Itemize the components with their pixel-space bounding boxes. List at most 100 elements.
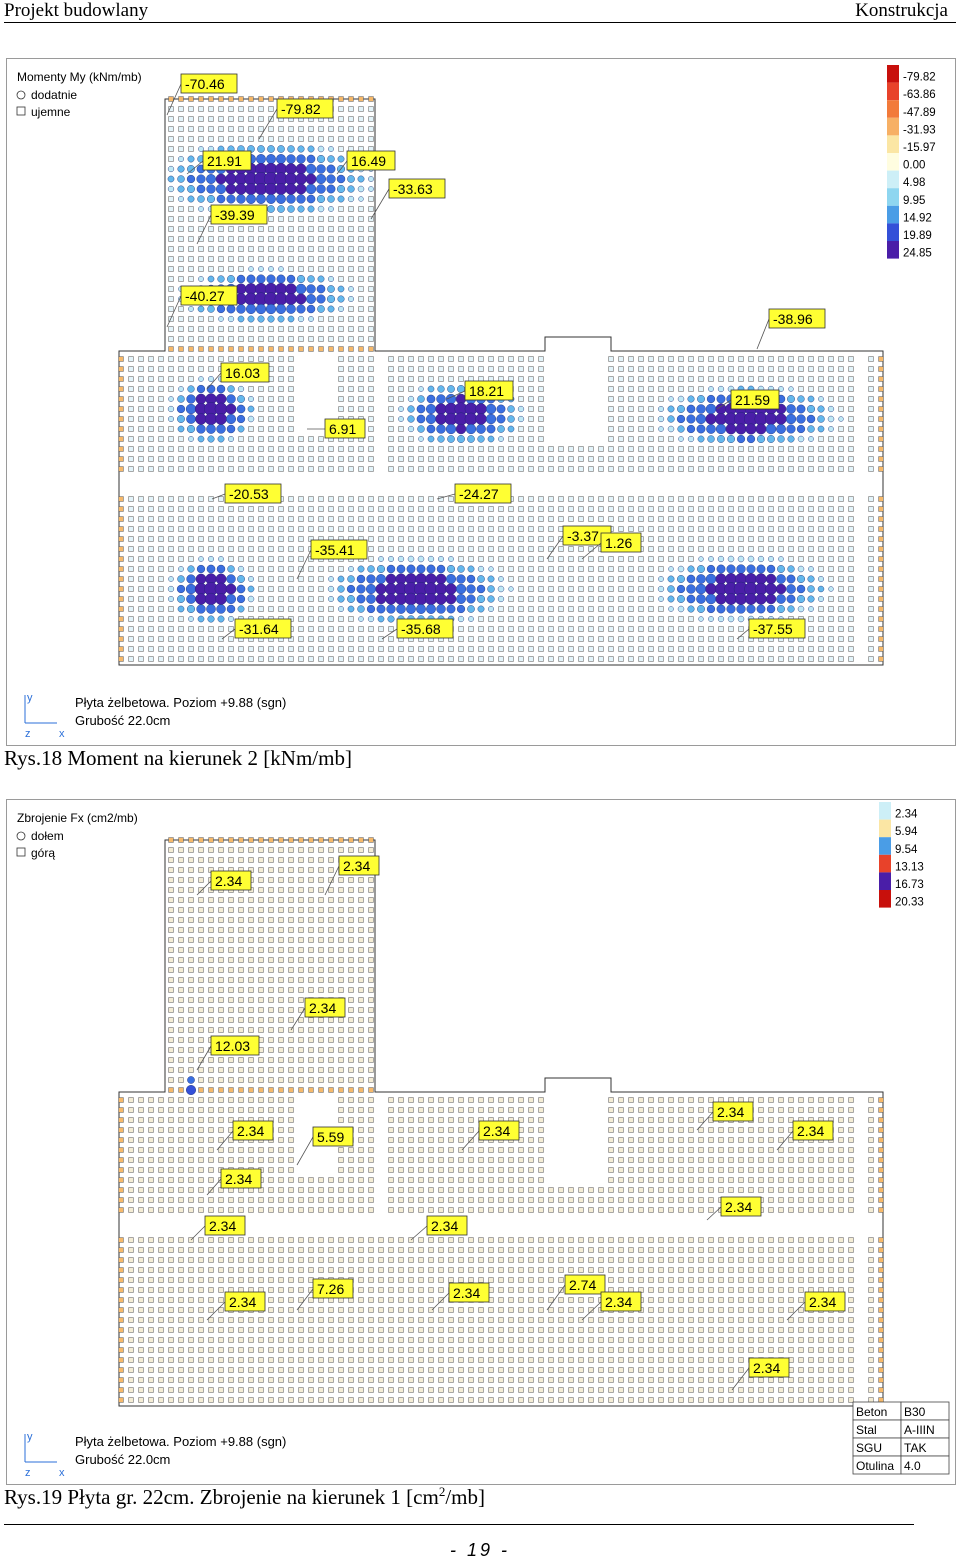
mesh-node-negative <box>179 1018 184 1023</box>
mesh-node-positive <box>717 565 725 573</box>
mesh-node-negative <box>359 307 364 312</box>
mesh-node-negative <box>619 1238 624 1243</box>
mesh-node-positive <box>188 566 195 573</box>
mesh-node-negative <box>179 1348 184 1353</box>
mesh-node-negative <box>579 507 584 512</box>
mesh-node-negative <box>649 1168 654 1173</box>
mesh-node-negative <box>129 1158 134 1163</box>
mesh-node-negative <box>129 627 134 632</box>
mesh-node-positive <box>168 406 174 412</box>
mesh-node-positive <box>226 594 236 604</box>
mesh-node-negative <box>239 657 244 662</box>
mesh-node-negative <box>869 607 874 612</box>
mesh-node-negative <box>509 577 514 582</box>
mesh-node-negative <box>659 1098 664 1103</box>
mesh-node-negative <box>139 627 144 632</box>
mesh-node-negative <box>709 1238 714 1243</box>
mesh-node-negative <box>439 457 444 462</box>
mesh-node-negative <box>539 1288 544 1293</box>
mesh-node-negative <box>569 1268 574 1273</box>
mesh-node-negative <box>129 407 134 412</box>
mesh-node-negative <box>299 247 304 252</box>
mesh-node-negative <box>499 657 504 662</box>
mesh-node-negative <box>539 657 544 662</box>
mesh-node-negative <box>639 497 644 502</box>
mesh-node-negative <box>209 1168 214 1173</box>
mesh-node-negative <box>179 527 184 532</box>
mesh-node-negative <box>849 357 854 362</box>
mesh-node-negative <box>609 447 614 452</box>
mesh-node-negative <box>579 1308 584 1313</box>
mesh-node-negative <box>829 607 834 612</box>
mesh-node-negative <box>269 888 274 893</box>
mesh-node-negative <box>299 467 304 472</box>
mesh-node-negative <box>629 357 634 362</box>
mesh-node-negative <box>879 1128 884 1133</box>
mesh-node-negative <box>509 537 514 542</box>
mesh-node-negative <box>629 1238 634 1243</box>
mesh-node-negative <box>549 1188 554 1193</box>
mesh-node-negative <box>799 1248 804 1253</box>
mesh-node-negative <box>259 1268 264 1273</box>
mesh-node-negative <box>699 547 704 552</box>
mesh-node-negative <box>119 537 124 542</box>
mesh-node-positive <box>308 206 314 212</box>
mesh-node-negative <box>169 447 174 452</box>
scale-value: 14.92 <box>903 212 932 224</box>
mesh-node-negative <box>149 1178 154 1183</box>
mesh-node-negative <box>289 587 294 592</box>
mesh-node-negative <box>189 317 194 322</box>
mesh-node-positive <box>367 575 376 584</box>
mesh-node-positive <box>228 616 234 622</box>
mesh-node-negative <box>779 1178 784 1183</box>
mesh-node-negative <box>529 1168 534 1173</box>
mesh-node-negative <box>249 337 254 342</box>
mesh-node-negative <box>369 1138 374 1143</box>
mesh-node-negative <box>259 347 264 352</box>
mesh-node-negative <box>279 607 284 612</box>
mesh-node-negative <box>179 958 184 963</box>
mesh-node-negative <box>809 637 814 642</box>
mesh-node-negative <box>629 387 634 392</box>
mesh-node-negative <box>529 387 534 392</box>
mesh-node-negative <box>789 447 794 452</box>
mesh-node-negative <box>529 577 534 582</box>
mesh-node-positive <box>178 386 183 391</box>
mesh-node-negative <box>779 1188 784 1193</box>
mesh-node-positive <box>298 146 305 153</box>
mesh-node-negative <box>219 1318 224 1323</box>
mesh-node-negative <box>119 1298 124 1303</box>
mesh-node-negative <box>649 357 654 362</box>
mesh-node-negative <box>569 627 574 632</box>
mesh-node-negative <box>149 497 154 502</box>
mesh-node-negative <box>689 627 694 632</box>
mesh-node-positive <box>426 414 436 424</box>
mesh-node-negative <box>369 367 374 372</box>
mesh-node-negative <box>299 988 304 993</box>
mesh-node-negative <box>719 517 724 522</box>
mesh-node-negative <box>539 1098 544 1103</box>
mesh-node-negative <box>349 657 354 662</box>
mesh-node-negative <box>779 467 784 472</box>
mesh-node-negative <box>219 1128 224 1133</box>
mesh-node-negative <box>479 1248 484 1253</box>
mesh-node-negative <box>669 447 674 452</box>
mesh-node-negative <box>479 627 484 632</box>
mesh-node-negative <box>329 457 334 462</box>
mesh-node-positive <box>226 584 236 594</box>
mesh-node-negative <box>489 1108 494 1113</box>
mesh-node-negative <box>569 1258 574 1263</box>
mesh-node-negative <box>289 657 294 662</box>
mesh-node-negative <box>849 1198 854 1203</box>
mesh-node-negative <box>229 137 234 142</box>
mesh-node-negative <box>639 527 644 532</box>
mesh-node-negative <box>879 1198 884 1203</box>
mesh-node-negative <box>559 557 564 562</box>
mesh-node-negative <box>269 1348 274 1353</box>
mesh-node-negative <box>649 1288 654 1293</box>
mesh-node-negative <box>629 517 634 522</box>
mesh-node-negative <box>719 497 724 502</box>
mesh-node-negative <box>799 1208 804 1213</box>
mesh-node-negative <box>539 427 544 432</box>
mesh-node-negative <box>519 617 524 622</box>
